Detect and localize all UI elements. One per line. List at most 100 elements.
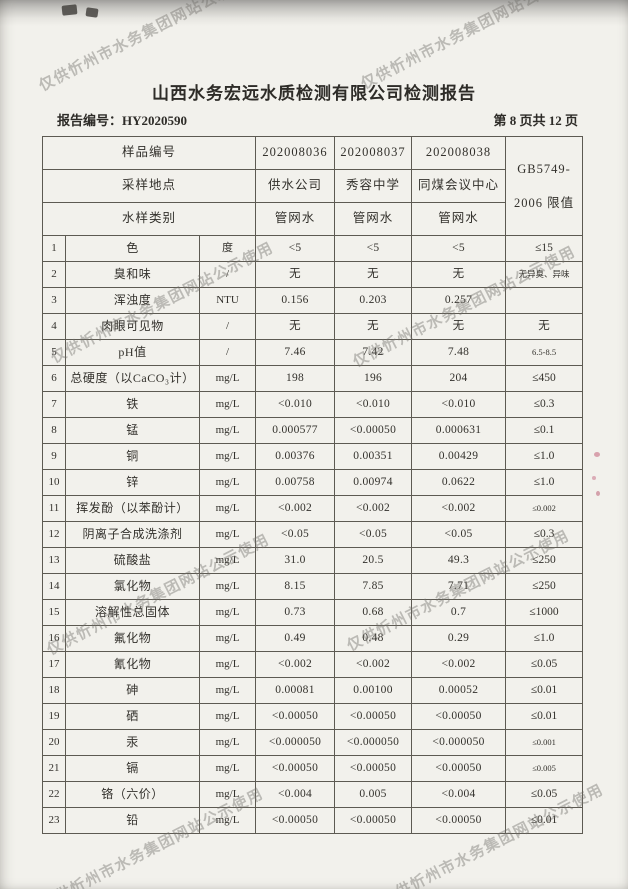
margin-ink-speck	[596, 491, 600, 496]
limit-value: ≤0.3	[505, 391, 584, 418]
result-row: 1 色度 <5 <5 <5 ≤15	[42, 235, 584, 262]
parameter-name: 硫酸盐	[65, 547, 200, 574]
value-sample-2: 无	[334, 261, 413, 288]
unit: NTU	[198, 287, 257, 314]
value-sample-2: <0.00050	[334, 703, 413, 730]
row-number: 22	[42, 781, 66, 808]
value-sample-1: <0.00050	[255, 703, 336, 730]
parameter-name: 铬（六价）	[65, 781, 200, 808]
row-number: 13	[42, 547, 66, 574]
value-sample-3: 0.00052	[411, 677, 507, 704]
row-number: 4	[42, 313, 66, 340]
value-sample-2: <0.002	[334, 495, 413, 522]
row-number: 6	[42, 365, 66, 392]
parameter-name: 溶解性总固体	[65, 599, 200, 626]
limit-value: ≤0.01	[505, 807, 584, 834]
limit-value: ≤250	[505, 547, 584, 574]
scan-artifact-smudge	[85, 7, 99, 18]
value-sample-3: 0.0622	[411, 469, 507, 496]
value-sample-3: <0.010	[411, 391, 507, 418]
row-number: 1	[42, 235, 66, 262]
value-sample-3: 49.3	[411, 547, 507, 574]
header-row-sample-no: 样品编号 202008036 202008037 202008038 GB574…	[41, 136, 584, 236]
result-row: 15 溶解性总固体 mg/L 0.73 0.68 0.7 ≤1000	[42, 599, 584, 626]
result-row: 8 锰 mg/L 0.000577 <0.00050 0.000631 ≤0.1	[42, 417, 584, 444]
value-sample-2: <0.010	[334, 391, 413, 418]
value-sample-1: <0.00050	[255, 755, 336, 782]
header-location-label: 采样地点	[41, 169, 257, 203]
scan-artifact-smudge	[61, 4, 78, 16]
unit: mg/L	[198, 599, 257, 626]
header-row-type: 水样类别 管网水 管网水 管网水	[41, 202, 583, 236]
location-1: 供水公司	[255, 169, 336, 203]
location-3: 同煤会议中心	[411, 169, 507, 203]
value-sample-2: <0.00050	[334, 807, 413, 834]
value-sample-1: 无	[255, 313, 336, 340]
limit-header-gap	[507, 175, 582, 197]
parameter-name: 汞	[65, 729, 200, 756]
value-sample-1: 0.156	[255, 287, 336, 314]
unit: mg/L	[198, 495, 257, 522]
parameter-name: 氰化物	[65, 651, 200, 678]
page-indicator: 第 8 页共 12 页	[493, 113, 578, 128]
value-sample-2: 196	[334, 365, 413, 392]
unit: 度	[198, 235, 257, 262]
limit-value: ≤250	[505, 573, 584, 600]
result-row: 22 铬（六价） mg/L <0.004 0.005 <0.004 ≤0.05	[42, 781, 584, 808]
report-number: 报告编号：HY2020590	[57, 113, 188, 128]
value-sample-3: <0.004	[411, 781, 507, 808]
header-sample-no-label: 样品编号	[41, 136, 257, 170]
value-sample-1: <0.004	[255, 781, 336, 808]
margin-ink-speck	[594, 452, 600, 457]
parameter-name: 总硬度（以CaCO₃计）	[65, 365, 200, 392]
limit-value: ≤0.005	[505, 755, 584, 782]
limit-value: ≤0.01	[505, 677, 584, 704]
result-row: 9 铜 mg/L 0.00376 0.00351 0.00429 ≤1.0	[42, 443, 584, 470]
parameter-name: pH值	[65, 339, 200, 366]
value-sample-1: 0.73	[255, 599, 336, 626]
value-sample-1: 0.000577	[255, 417, 336, 444]
water-quality-results-table: 样品编号 202008036 202008037 202008038 GB574…	[41, 136, 584, 834]
row-number: 10	[42, 469, 66, 496]
parameter-name: 挥发酚（以苯酚计）	[65, 495, 200, 522]
row-number: 18	[42, 677, 66, 704]
unit: mg/L	[198, 417, 257, 444]
limit-value: ≤1.0	[505, 469, 584, 496]
value-sample-2: 7.42	[334, 339, 413, 366]
value-sample-1: 0.49	[255, 625, 336, 652]
unit: mg/L	[198, 703, 257, 730]
unit: mg/L	[198, 625, 257, 652]
result-row: 21 镉 mg/L <0.00050 <0.00050 <0.00050 ≤0.005	[42, 755, 584, 782]
value-sample-2: 0.005	[334, 781, 413, 808]
result-row: 18 砷 mg/L 0.00081 0.00100 0.00052 ≤0.01	[42, 677, 584, 704]
value-sample-1: <0.05	[255, 521, 336, 548]
value-sample-2: <0.00050	[334, 755, 413, 782]
value-sample-3: <0.002	[411, 495, 507, 522]
value-sample-1: <0.010	[255, 391, 336, 418]
row-number: 19	[42, 703, 66, 730]
result-row: 5 pH值/7.46 7.42 7.48 6.5-8.5	[42, 339, 584, 366]
limit-value: 6.5-8.5	[505, 339, 584, 366]
unit: mg/L	[198, 807, 257, 834]
parameter-name: 硒	[65, 703, 200, 730]
row-number: 9	[42, 443, 66, 470]
parameter-name: 氟化物	[65, 625, 200, 652]
type-1: 管网水	[255, 202, 336, 236]
row-number: 2	[42, 261, 66, 288]
type-2: 管网水	[334, 202, 413, 236]
value-sample-3: 204	[411, 365, 507, 392]
limit-value: ≤0.05	[505, 781, 584, 808]
value-sample-2: <0.000050	[334, 729, 413, 756]
value-sample-2: <0.00050	[334, 417, 413, 444]
value-sample-3: 0.000631	[411, 417, 507, 444]
row-number: 16	[42, 625, 66, 652]
sample-no-2: 202008037	[334, 136, 413, 170]
row-number: 11	[42, 495, 66, 522]
result-row: 6 总硬度（以CaCO₃计） mg/L 198 196 204 ≤450	[42, 365, 584, 392]
unit: mg/L	[198, 729, 257, 756]
result-row: 4 肉眼可见物 / 无无无无	[42, 313, 584, 340]
value-sample-3: <5	[411, 235, 507, 262]
parameter-name: 铜	[65, 443, 200, 470]
value-sample-2: 20.5	[334, 547, 413, 574]
